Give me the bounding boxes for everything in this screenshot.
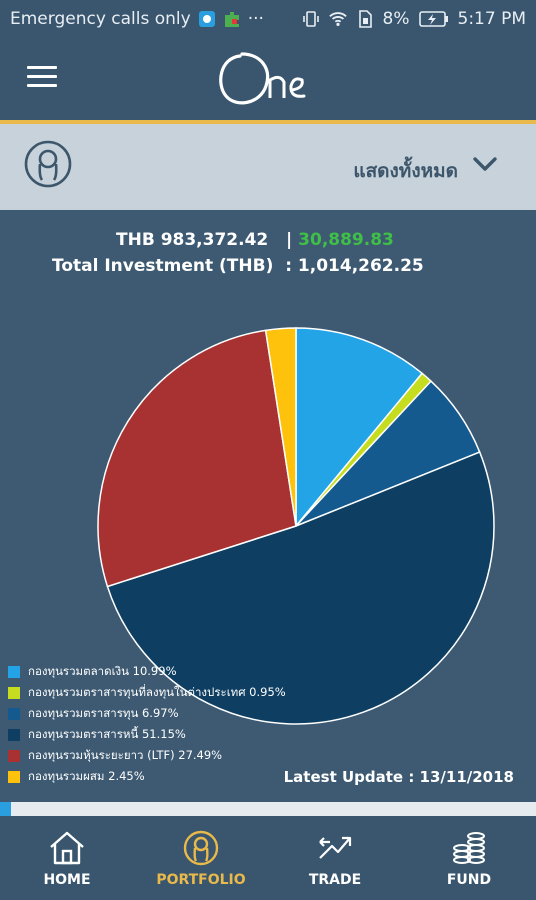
legend-swatch — [8, 770, 20, 783]
progress-fill — [0, 802, 11, 816]
shield-icon — [198, 11, 215, 27]
legend-label: กองทุนรวมตลาดเงิน 10.99% — [28, 663, 177, 678]
progress-bar — [0, 802, 536, 816]
nav-home-label: HOME — [43, 872, 91, 888]
home-icon — [50, 831, 84, 865]
carrier-text: Emergency calls only — [10, 9, 191, 29]
total-label: Total Investment (THB) — [52, 256, 274, 276]
total-value: : 1,014,262.25 — [285, 256, 424, 276]
pie-slice-0 — [295, 327, 424, 529]
pie-slice-3 — [106, 451, 495, 725]
nav-home[interactable]: HOME — [0, 816, 134, 900]
status-time: 5:17 PM — [457, 9, 527, 29]
filter-label[interactable]: แสดงทั้งหมด — [353, 160, 458, 182]
balance-row: THB 983,372.42 | 30,889.83 — [116, 230, 394, 250]
legend-label: กองทุนรวมหุ้นระยะยาว (LTF) 27.49% — [28, 747, 223, 762]
pie-slice-5 — [264, 327, 297, 527]
legend-swatch — [8, 686, 20, 699]
chevron-down-icon[interactable] — [472, 154, 498, 174]
puzzle-icon — [224, 12, 239, 27]
bottom-navigation: HOME PORTFOLIO TRADE FUND — [0, 816, 536, 900]
overflow-dots: ··· — [247, 9, 264, 29]
allocation-pie-chart — [97, 327, 495, 725]
total-row: Total Investment (THB) : 1,014,262.25 — [52, 256, 424, 276]
battery-percent: 8% — [382, 9, 410, 29]
hamburger-menu-icon[interactable] — [27, 66, 57, 90]
legend-swatch — [8, 728, 20, 741]
battery-charging-icon — [418, 11, 448, 27]
vibrate-icon — [302, 11, 319, 27]
legend-item: กองทุนรวมตราสารหนี้ 51.15% — [8, 724, 286, 745]
legend-label: กองทุนรวมตราสารหนี้ 51.15% — [28, 726, 186, 741]
filter-bar: แสดงทั้งหมด — [0, 124, 536, 210]
legend-item: กองทุนรวมตราสารทุนที่ลงทุนในต่างประเทศ 0… — [8, 682, 286, 703]
gain-amount: 30,889.83 — [298, 230, 394, 250]
nav-fund-label: FUND — [446, 872, 492, 888]
nav-trade[interactable]: TRADE — [268, 816, 402, 900]
user-avatar-icon[interactable] — [24, 140, 72, 188]
chart-legend: กองทุนรวมตลาดเงิน 10.99% กองทุนรวมตราสารท… — [8, 661, 286, 787]
status-bar: Emergency calls only ··· 8% 5:17 PM — [0, 0, 536, 38]
balance-amount: THB 983,372.42 — [116, 230, 269, 250]
coins-stack-icon — [453, 832, 485, 864]
legend-label: กองทุนรวมตราสารทุน 6.97% — [28, 705, 179, 720]
legend-label: กองทุนรวมผสม 2.45% — [28, 768, 145, 783]
legend-item: กองทุนรวมหุ้นระยะยาว (LTF) 27.49% — [8, 745, 286, 766]
pie-slice-4 — [97, 329, 297, 588]
legend-item: กองทุนรวมตลาดเงิน 10.99% — [8, 661, 286, 682]
nav-trade-label: TRADE — [308, 872, 362, 888]
latest-update: Latest Update : 13/11/2018 — [283, 768, 514, 786]
nav-fund[interactable]: FUND — [402, 816, 536, 900]
accent-divider — [0, 120, 536, 124]
sim-icon — [358, 10, 372, 28]
legend-swatch — [8, 749, 20, 762]
nav-portfolio[interactable]: PORTFOLIO — [134, 816, 268, 900]
portfolio-user-icon — [183, 830, 219, 866]
legend-item: กองทุนรวมผสม 2.45% — [8, 766, 286, 787]
trade-arrows-icon — [319, 836, 352, 859]
app-bar — [0, 38, 536, 120]
legend-swatch — [8, 665, 20, 678]
one-logo — [219, 52, 306, 105]
nav-portfolio-label: PORTFOLIO — [156, 872, 246, 888]
legend-swatch — [8, 707, 20, 720]
legend-label: กองทุนรวมตราสารทุนที่ลงทุนในต่างประเทศ 0… — [28, 684, 286, 699]
separator: | — [286, 230, 293, 250]
legend-item: กองทุนรวมตราสารทุน 6.97% — [8, 703, 286, 724]
wifi-icon — [328, 12, 347, 27]
